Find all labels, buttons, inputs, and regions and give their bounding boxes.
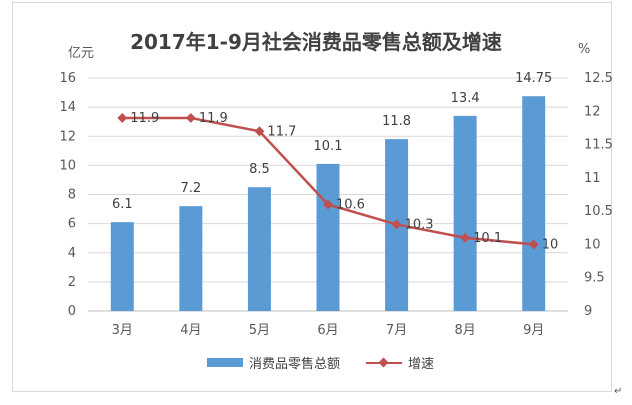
line-point xyxy=(185,112,196,123)
x-tick-label: 9月 xyxy=(523,323,544,338)
x-tick-label: 4月 xyxy=(180,323,201,338)
chart-frame xyxy=(12,2,612,392)
line-data-label: 11.9 xyxy=(130,111,159,126)
line-data-label: 10.3 xyxy=(405,217,434,232)
paragraph-mark: ↵ xyxy=(614,386,623,397)
line-data-label: 11.7 xyxy=(267,124,296,139)
right-tick-label: 9.5 xyxy=(584,271,605,286)
right-axis-unit: % xyxy=(578,42,591,57)
left-tick-label: 0 xyxy=(68,304,76,319)
bar-data-label: 13.4 xyxy=(451,91,480,106)
left-tick-label: 12 xyxy=(59,129,76,144)
x-tick-label: 5月 xyxy=(249,323,270,338)
legend-item-line: 增速 xyxy=(366,353,434,372)
legend-label-bar: 消费品零售总额 xyxy=(249,357,341,372)
line-point xyxy=(254,126,265,137)
right-tick-label: 11.5 xyxy=(584,138,613,153)
line-data-label: 10.1 xyxy=(473,231,502,246)
left-tick-label: 4 xyxy=(68,246,76,261)
legend-line-swatch xyxy=(366,357,402,368)
x-tick-label: 6月 xyxy=(317,323,338,338)
bar xyxy=(316,163,340,311)
right-tick-label: 10 xyxy=(584,237,601,252)
right-tick-label: 12.5 xyxy=(584,71,613,86)
bar-data-label: 14.75 xyxy=(515,71,552,86)
line-point xyxy=(528,239,539,250)
line-point xyxy=(460,232,471,243)
bar-data-label: 10.1 xyxy=(314,139,343,154)
bar-data-label: 8.5 xyxy=(249,162,270,177)
right-tick-label: 10.5 xyxy=(584,204,613,219)
legend: 消费品零售总额 增速 xyxy=(0,353,632,373)
bar xyxy=(179,206,203,311)
x-tick-label: 8月 xyxy=(455,323,476,338)
bar xyxy=(247,187,271,311)
line-data-label: 11.9 xyxy=(199,111,228,126)
left-tick-label: 14 xyxy=(59,100,76,115)
right-tick-label: 9 xyxy=(584,304,592,319)
bar-data-label: 6.1 xyxy=(112,197,133,212)
x-tick-label: 3月 xyxy=(112,323,133,338)
bar xyxy=(110,222,134,311)
line-point xyxy=(117,112,128,123)
line-point xyxy=(391,219,402,230)
chart-title: 2017年1-9月社会消费品零售总额及增速 xyxy=(130,30,502,54)
left-tick-label: 2 xyxy=(68,275,76,290)
left-tick-label: 6 xyxy=(68,217,76,232)
right-tick-label: 11 xyxy=(584,171,601,186)
bar-data-label: 7.2 xyxy=(181,181,202,196)
x-tick-label: 7月 xyxy=(386,323,407,338)
bar xyxy=(522,96,546,311)
left-tick-label: 8 xyxy=(68,188,76,203)
legend-label-line: 增速 xyxy=(408,357,435,372)
bar-data-label: 11.8 xyxy=(382,114,411,129)
line-data-label: 10.6 xyxy=(336,197,365,212)
bar xyxy=(453,115,477,311)
left-tick-label: 16 xyxy=(59,71,76,86)
legend-item-bar: 消费品零售总额 xyxy=(207,353,340,372)
legend-bar-swatch xyxy=(207,358,243,367)
right-tick-label: 12 xyxy=(584,104,601,119)
line-point xyxy=(323,199,333,210)
line-data-label: 10 xyxy=(542,237,559,252)
left-tick-label: 10 xyxy=(59,158,76,173)
left-axis-unit: 亿元 xyxy=(68,46,95,61)
